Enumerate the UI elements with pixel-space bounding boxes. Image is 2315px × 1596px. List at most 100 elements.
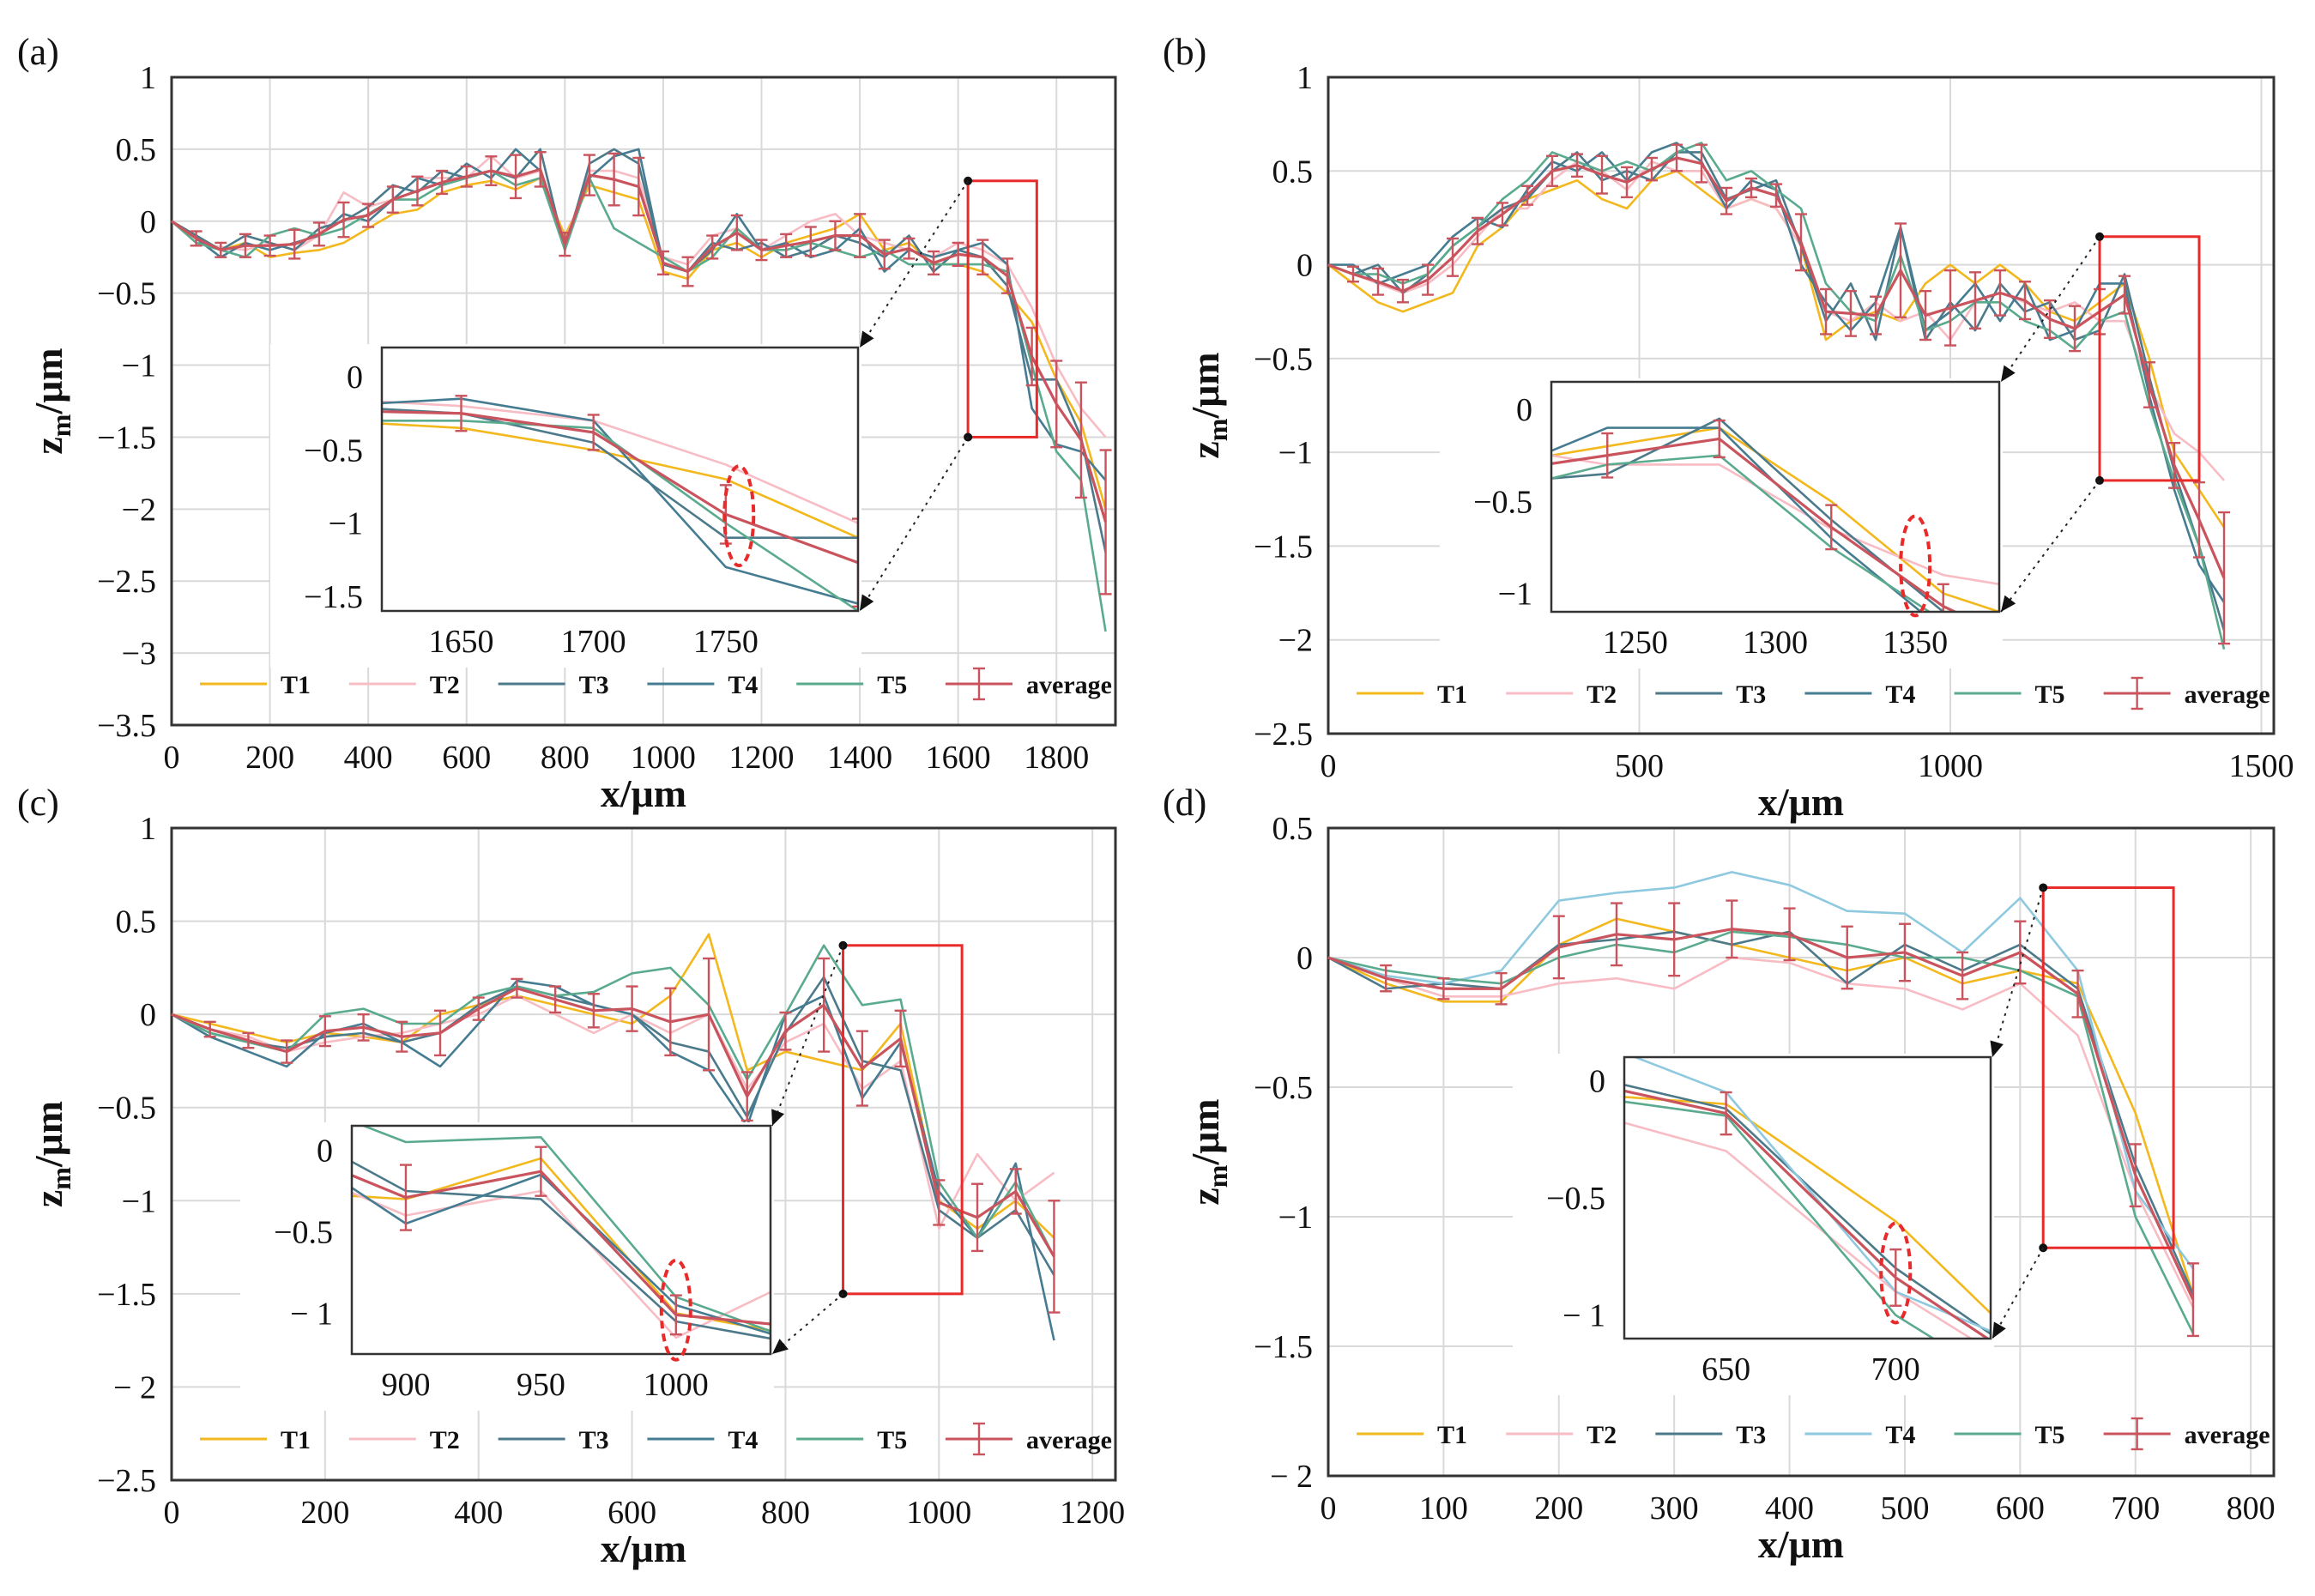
y-axis-label: zm/μm	[27, 348, 76, 454]
legend-label-average: average	[2185, 1421, 2270, 1449]
y-tick-label: 1	[140, 811, 156, 847]
inset-frame	[1623, 1055, 1992, 1340]
x-tick-label: 400	[1765, 1490, 1814, 1526]
inset-y-tick-label: 0	[1589, 1063, 1605, 1099]
inset-x-tick-label: 1700	[561, 624, 626, 660]
y-tick-label: 0.5	[116, 132, 157, 168]
inset-background	[270, 344, 861, 668]
zoom-connector	[771, 1293, 844, 1355]
y-tick-label: −3.5	[97, 708, 156, 744]
inset-x-tick-label: 1750	[693, 624, 759, 660]
y-tick-label: −2.5	[97, 1463, 156, 1499]
panel-label: (c)	[17, 782, 59, 824]
series-line-T2	[352, 1189, 771, 1339]
zoom-arrowhead	[771, 1109, 785, 1126]
y-tick-label: 0.5	[116, 904, 157, 940]
series-line-T5	[1624, 1100, 1936, 1339]
zoom-box	[966, 179, 1038, 438]
y-tick-label: −1	[1278, 435, 1313, 471]
legend-label-T2: T2	[1587, 680, 1617, 709]
x-tick-label: 800	[2227, 1490, 2276, 1526]
highlight-ellipse	[1899, 514, 1932, 618]
y-tick-label: −2.5	[97, 564, 156, 600]
series-line-T3	[352, 1160, 771, 1340]
inset-x-tick-label: 900	[381, 1367, 430, 1403]
series-line-T5	[360, 1126, 771, 1333]
x-tick-label: 1200	[729, 740, 795, 776]
zoom-arrowhead	[772, 1339, 789, 1354]
series-line-average	[1624, 1089, 1991, 1339]
highlight-ellipse	[659, 1258, 692, 1362]
x-axis-label: x/μm	[601, 1526, 686, 1570]
panel-label: (d)	[1163, 782, 1206, 824]
x-tick-label: 600	[607, 1495, 656, 1531]
series-line-T5	[171, 169, 1107, 632]
legend-label-T3: T3	[1736, 680, 1766, 709]
zoom-connector	[859, 436, 969, 612]
inset-y-tick-label: −1	[1498, 577, 1532, 613]
inset-y-tick-label: −1	[329, 506, 363, 542]
legend-label-average: average	[1026, 671, 1112, 699]
highlight-ellipse	[722, 464, 756, 568]
x-tick-label: 300	[1650, 1490, 1699, 1526]
inset-x-tick-label: 950	[517, 1367, 565, 1403]
x-tick-label: 100	[1419, 1490, 1468, 1526]
legend-label-T1: T1	[281, 671, 311, 699]
legend-label-T2: T2	[430, 671, 460, 699]
series-line-T3	[1327, 930, 2195, 1296]
y-tick-label: −0.5	[1254, 342, 1313, 378]
inset-background	[240, 1122, 774, 1411]
zoom-box	[2041, 886, 2175, 1249]
legend-label-average: average	[2185, 680, 2270, 709]
zoom-box	[842, 944, 964, 1296]
inset-frame	[350, 1124, 772, 1356]
inset-y-tick-label: 0	[347, 360, 363, 396]
zoom-arrowhead	[860, 330, 874, 348]
x-tick-label: 1500	[2229, 748, 2294, 784]
series-line-T2	[1624, 1121, 1973, 1339]
y-tick-label: 0	[1297, 248, 1313, 284]
y-tick-label: −2.5	[1254, 716, 1313, 753]
panel-1: (a) 0 200 400 600 800 1000 1200 1400 1600 1800 1 0.5…	[17, 31, 1117, 815]
legend-label-T3: T3	[579, 671, 609, 699]
legend-label-T2: T2	[1587, 1421, 1617, 1449]
series-line-T4	[1632, 1057, 1991, 1333]
zoom-arrowhead	[2001, 595, 2016, 612]
legend-label-T1: T1	[1437, 1421, 1467, 1449]
x-axis-label: x/μm	[1758, 780, 1844, 824]
panel-3: (c) 0 200 400 600 800 1000 1200 1 0.5 0 −0.5 −1 −1.5 −…	[17, 782, 1125, 1570]
series-line-T2	[171, 994, 1055, 1230]
plot-frame	[170, 76, 1117, 727]
y-tick-label: −2	[122, 492, 156, 528]
series-line-average	[171, 987, 1055, 1258]
inset-x-tick-label: 1250	[1603, 625, 1668, 661]
x-tick-label: 0	[164, 740, 180, 776]
inset-y-tick-label: −0.5	[1473, 484, 1532, 520]
y-tick-label: 1	[1297, 60, 1313, 96]
x-tick-label: 200	[300, 1495, 349, 1531]
y-tick-label: −1	[1278, 1200, 1313, 1236]
zoom-connector	[1992, 887, 2045, 1058]
inset-x-tick-label: 700	[1871, 1351, 1920, 1387]
zoom-arrowhead	[2001, 365, 2016, 382]
inset-frame	[380, 346, 860, 613]
y-tick-label: 0	[1297, 940, 1313, 976]
inset-y-tick-label: 0	[317, 1134, 333, 1170]
x-tick-label: 1000	[1918, 748, 1983, 784]
y-axis-label: zm/μm	[27, 1101, 76, 1207]
series-line-T5	[1327, 930, 2195, 1334]
y-tick-label: 0.5	[1272, 811, 1314, 847]
y-tick-label: −1.5	[97, 420, 156, 456]
legend-label-T3: T3	[1736, 1421, 1766, 1449]
inset-y-tick-label: −1.5	[304, 579, 363, 615]
series-line-T4	[1327, 871, 2194, 1270]
y-tick-label: 0	[140, 997, 156, 1033]
zoom-arrowhead	[1990, 1040, 2004, 1057]
y-tick-label: −1	[122, 1183, 156, 1219]
x-axis-label: x/μm	[601, 771, 686, 815]
zoom-arrowhead	[860, 594, 874, 611]
series-line-average	[352, 1170, 771, 1326]
y-axis-label: zm/μm	[1183, 1098, 1233, 1205]
y-tick-label: − 2	[1270, 1459, 1313, 1495]
